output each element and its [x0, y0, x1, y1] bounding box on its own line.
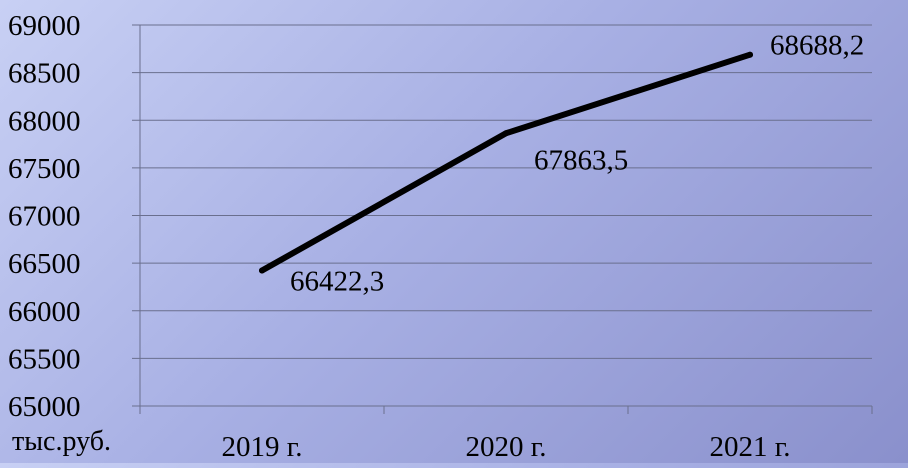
y-tick-label: 66000	[8, 296, 81, 328]
y-tick-label: 67500	[8, 153, 81, 185]
series-lines	[259, 51, 753, 274]
y-tick-label: 65000	[8, 391, 81, 423]
y-tick-label: 65500	[8, 343, 81, 375]
y-tick-label: 66500	[8, 248, 81, 280]
y-tick-label: 69000	[8, 10, 81, 42]
y-tick-label: 68500	[8, 58, 81, 90]
data-label: 67863,5	[534, 144, 628, 176]
y-tick-labels: 65000 65500 66000 66500 67000 67500 68000 68500…	[8, 10, 81, 423]
data-label: 68688,2	[770, 30, 864, 62]
data-label: 66422,3	[290, 266, 384, 298]
axes	[132, 24, 873, 414]
y-tick-label: 67000	[8, 201, 81, 233]
series-line	[259, 51, 753, 274]
x-tick-label: 2019 г.	[221, 431, 302, 463]
data-point	[503, 130, 509, 137]
y-tick-label: 68000	[8, 105, 81, 137]
x-tick-labels: 2019 г. 2020 г. 2021 г.	[221, 431, 790, 463]
gridlines	[140, 24, 872, 407]
data-point	[747, 51, 753, 58]
data-point	[259, 267, 265, 274]
x-tick-label: 2020 г.	[465, 431, 546, 463]
unit-label: тыс.руб.	[12, 426, 111, 457]
x-tick-label: 2021 г.	[709, 431, 790, 463]
data-labels: 66422,3 67863,5 68688,2	[290, 30, 864, 298]
